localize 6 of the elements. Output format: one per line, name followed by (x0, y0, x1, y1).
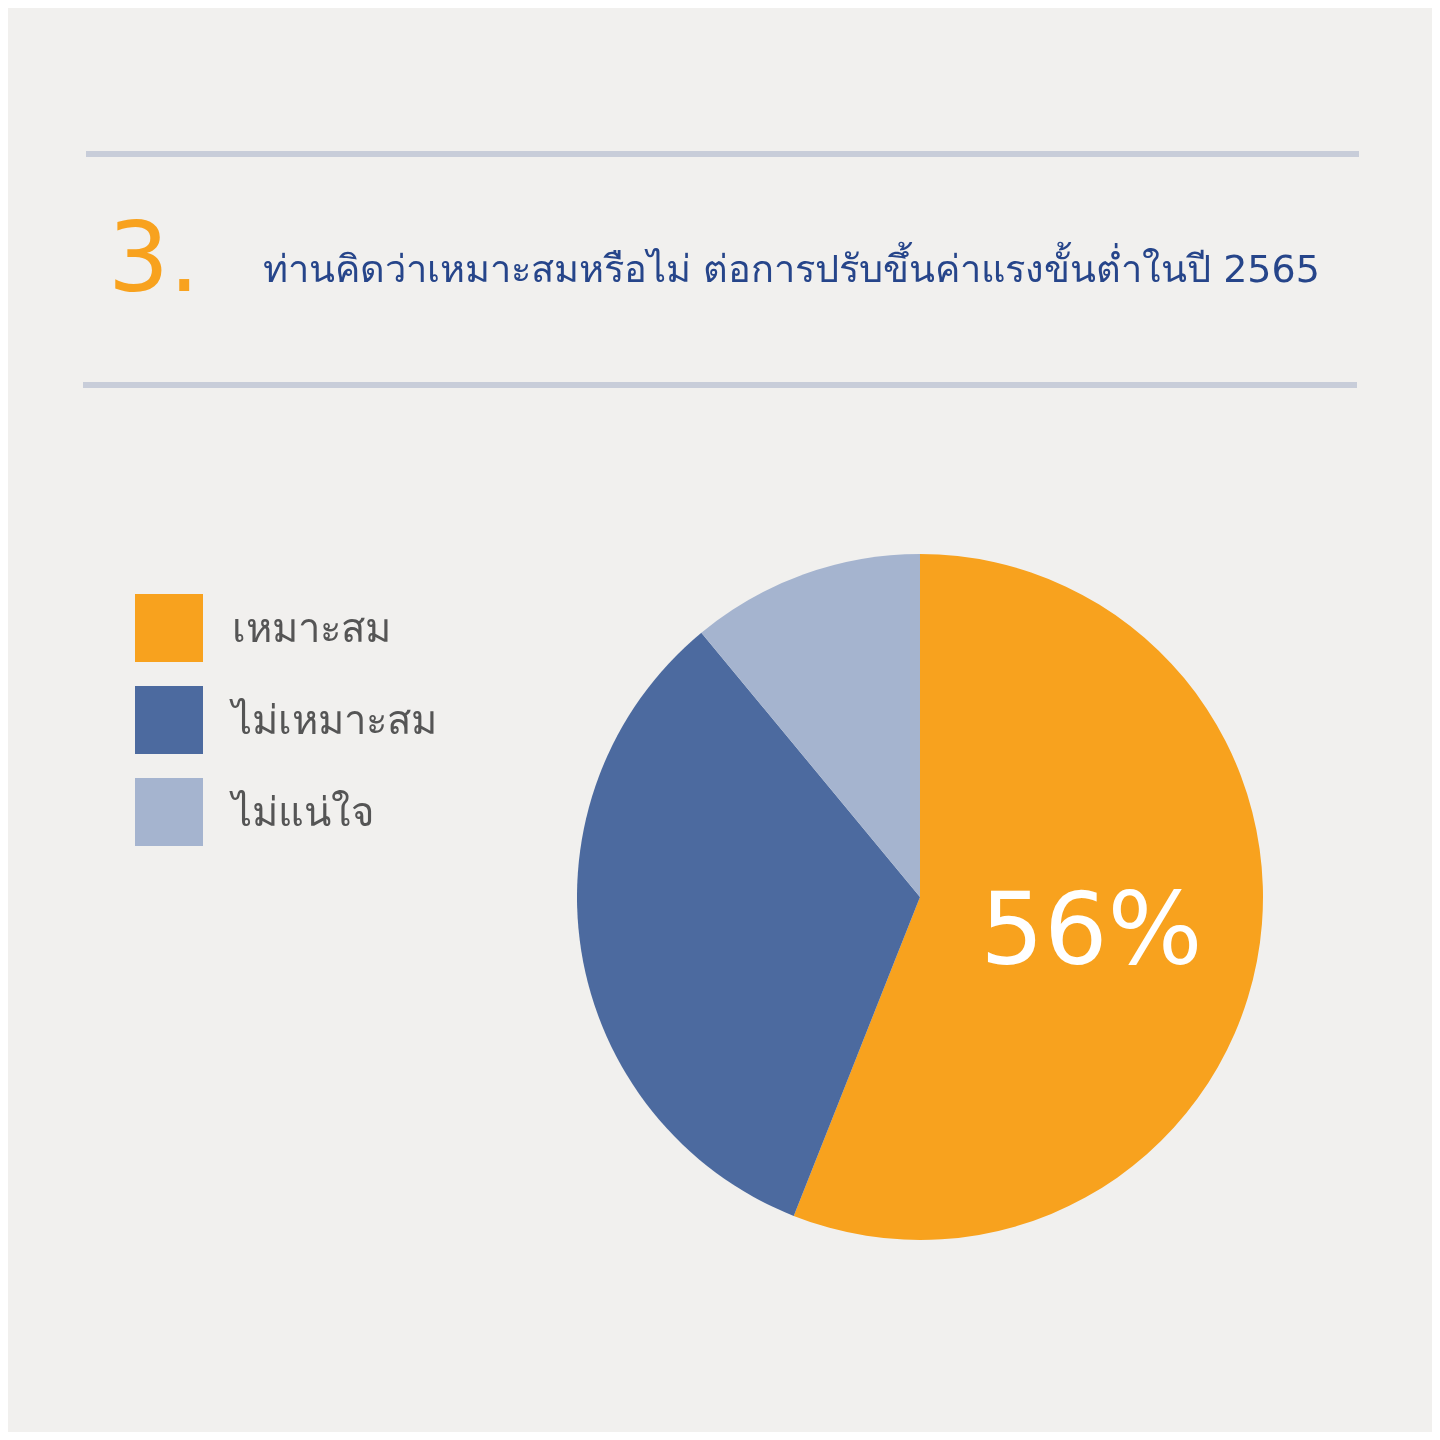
chart-title: ท่านคิดว่าเหมาะสมหรือไม่ ต่อการปรับขึ้นค่าแรงขั้นต่ำในปี 2565 (263, 240, 1321, 293)
legend-label: ไม่แน่ใจ (229, 789, 374, 835)
legend-label: เหมาะสม (232, 605, 391, 651)
data-label: 56% (980, 871, 1203, 989)
text: 3. (108, 202, 200, 314)
legend-label: ไม่เหมาะสม (229, 697, 437, 743)
